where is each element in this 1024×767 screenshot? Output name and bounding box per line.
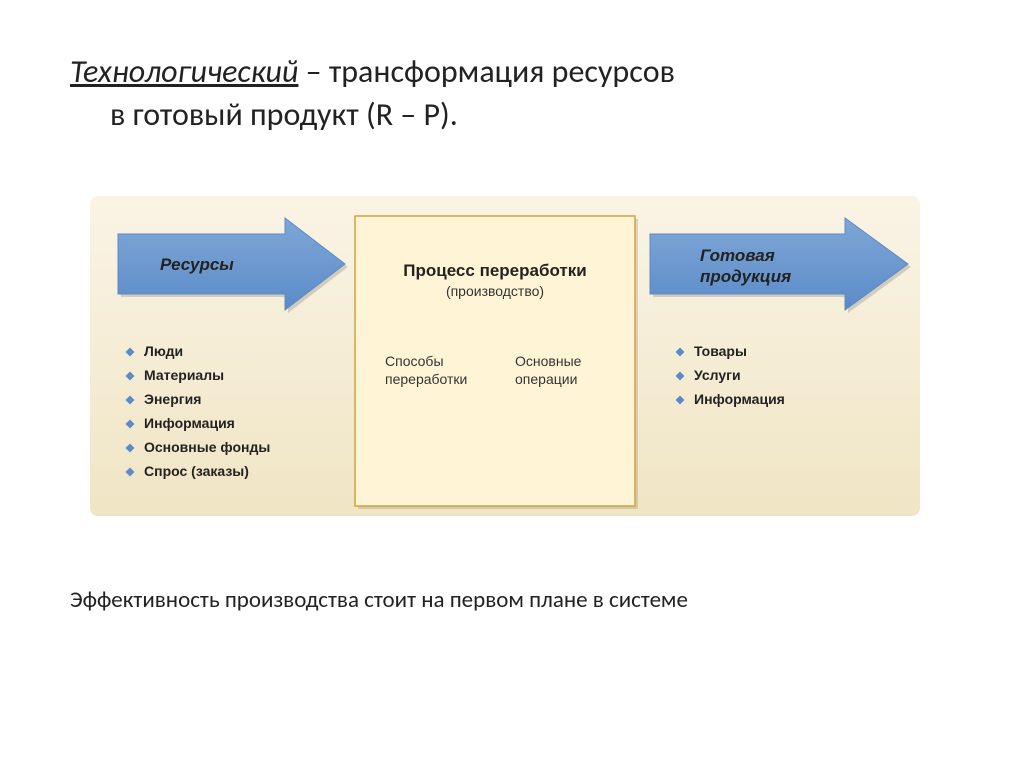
process-col1-l1: Способы — [385, 353, 444, 369]
bullet-item: Люди — [144, 343, 183, 359]
bullet-item: Услуги — [694, 367, 741, 383]
output-arrow-label-2: продукция — [700, 267, 791, 286]
output-arrow-label-1: Готовая — [700, 246, 775, 265]
bullet-item: Информация — [144, 415, 235, 431]
bullet-item: Основные фонды — [144, 439, 270, 455]
process-box-subtitle: (производство) — [446, 283, 544, 299]
process-col2-l2: операции — [515, 371, 577, 387]
page-title: Технологический – трансформация ресурсов… — [70, 50, 954, 136]
bullet-item: Спрос (заказы) — [144, 463, 249, 479]
process-box-title: Процесс переработки — [403, 261, 586, 280]
process-col1-l2: переработки — [385, 371, 467, 387]
process-col2-l1: Основные — [515, 353, 582, 369]
resources-arrow-label: Ресурсы — [160, 255, 234, 274]
bullet-item: Энергия — [144, 391, 201, 407]
process-diagram: Ресурсы Процесс переработки (производство)… — [90, 196, 920, 516]
bullet-item: Материалы — [144, 367, 224, 383]
bullet-item: Информация — [694, 391, 785, 407]
title-rest1: – трансформация ресурсов — [298, 52, 675, 91]
bullet-item: Товары — [694, 343, 747, 359]
footer-note: Эффективность производства стоит на перв… — [70, 586, 954, 614]
title-term: Технологический — [70, 52, 298, 91]
title-rest2: в готовый продукт (R – P). — [70, 93, 954, 136]
diagram-container: Ресурсы Процесс переработки (производство)… — [90, 196, 934, 516]
